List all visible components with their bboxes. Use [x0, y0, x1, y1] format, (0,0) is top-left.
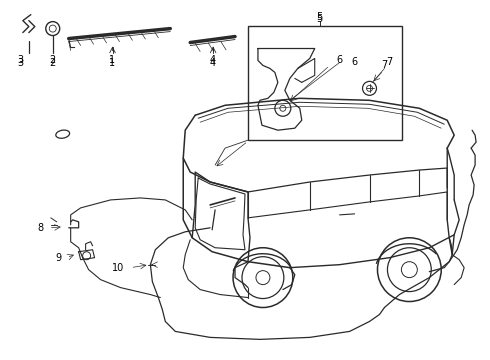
Text: 1: 1: [109, 55, 116, 66]
Text: 2: 2: [49, 55, 56, 66]
Text: 7: 7: [386, 58, 392, 67]
Text: 1: 1: [109, 58, 116, 68]
Text: 3: 3: [18, 58, 24, 68]
Text: 6: 6: [337, 55, 343, 66]
Text: 3: 3: [18, 55, 24, 66]
Bar: [248, 26, 402, 140]
Text: 6: 6: [351, 58, 358, 67]
Text: 7: 7: [381, 60, 388, 71]
Text: 9: 9: [56, 253, 62, 263]
Text: 4: 4: [210, 55, 216, 66]
Text: 5: 5: [317, 12, 323, 22]
Text: 2: 2: [49, 58, 56, 68]
Text: 5: 5: [317, 14, 323, 24]
Text: 8: 8: [38, 223, 44, 233]
Text: 10: 10: [112, 263, 124, 273]
Text: 4: 4: [210, 58, 216, 68]
